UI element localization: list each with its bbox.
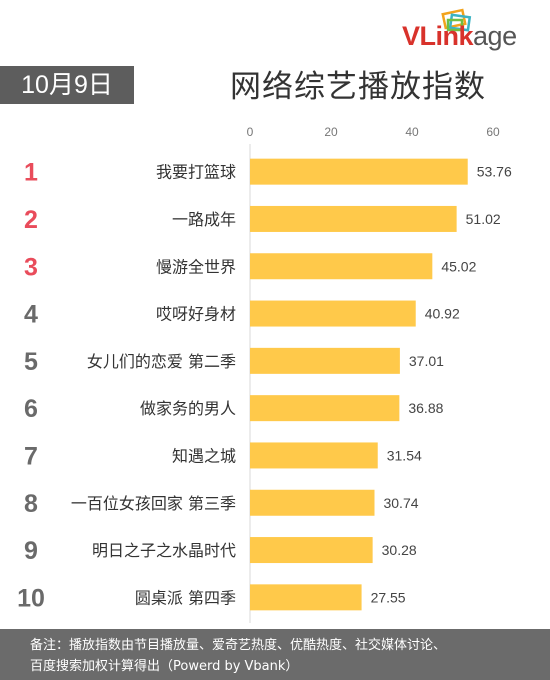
rank-number: 6 — [24, 395, 38, 423]
logo-mark-icon — [441, 8, 472, 32]
bar — [250, 253, 433, 280]
rank-number: 8 — [24, 490, 38, 518]
bar — [250, 489, 375, 516]
bar — [250, 584, 362, 611]
bar — [250, 537, 373, 564]
bar — [250, 442, 378, 469]
x-tick-label: 20 — [324, 125, 338, 139]
rank-number: 2 — [24, 206, 38, 234]
bar — [250, 300, 416, 327]
category-label: 女儿们的恋爱 第二季 — [87, 352, 236, 371]
rank-number: 1 — [24, 159, 38, 187]
category-label: 我要打篮球 — [156, 163, 236, 182]
chart-title: 网络综艺播放指数 — [230, 69, 486, 105]
x-tick-label: 40 — [405, 125, 419, 139]
value-label: 31.54 — [387, 447, 422, 463]
value-label: 40.92 — [425, 306, 460, 322]
logo-wordmark: VLinkage — [402, 21, 517, 51]
footer-note-line-1: 备注：播放指数由节目播放量、爱奇艺热度、优酷热度、社交媒体讨论、 — [30, 638, 447, 653]
value-label: 51.02 — [466, 211, 501, 227]
value-label: 53.76 — [477, 164, 512, 180]
category-label: 哎呀好身材 — [156, 305, 236, 324]
category-label: 明日之子之水晶时代 — [92, 541, 236, 560]
category-label: 一路成年 — [172, 210, 236, 229]
category-label: 一百位女孩回家 第三季 — [71, 494, 236, 513]
rank-number: 5 — [24, 348, 38, 376]
value-label: 37.01 — [409, 353, 444, 369]
value-label: 27.55 — [371, 589, 406, 605]
value-label: 30.74 — [383, 495, 418, 511]
bar — [250, 395, 400, 422]
vlinkage-logo: VLinkage — [402, 8, 532, 54]
bar — [250, 158, 468, 185]
value-label: 36.88 — [408, 400, 443, 416]
category-label: 知遇之城 — [172, 446, 236, 465]
rank-number: 7 — [24, 442, 38, 470]
category-label: 做家务的男人 — [140, 399, 236, 418]
footer-note-line-2: 百度搜索加权计算得出（Powerd by Vbank） — [30, 659, 299, 674]
bar — [250, 205, 457, 232]
value-label: 45.02 — [441, 258, 476, 274]
date-badge: 10月9日 — [0, 66, 134, 104]
x-tick-label: 60 — [486, 125, 500, 139]
rank-number: 10 — [17, 584, 45, 612]
rank-number: 3 — [24, 253, 38, 281]
category-label: 慢游全世界 — [156, 257, 236, 276]
x-tick-label: 0 — [247, 125, 254, 139]
rank-number: 4 — [24, 301, 38, 329]
value-label: 30.28 — [382, 542, 417, 558]
bar — [250, 347, 400, 374]
bar-chart: 0 20 40 60 1 我要打篮球 53.76 2 一路成年 51.02 3 慢游全世界 45.02 4… — [17, 125, 512, 623]
category-label: 圆桌派 第四季 — [135, 588, 236, 607]
footer-note: 备注：播放指数由节目播放量、爱奇艺热度、优酷热度、社交媒体讨论、 百度搜索加权计… — [0, 629, 550, 680]
rank-number: 9 — [24, 537, 38, 565]
